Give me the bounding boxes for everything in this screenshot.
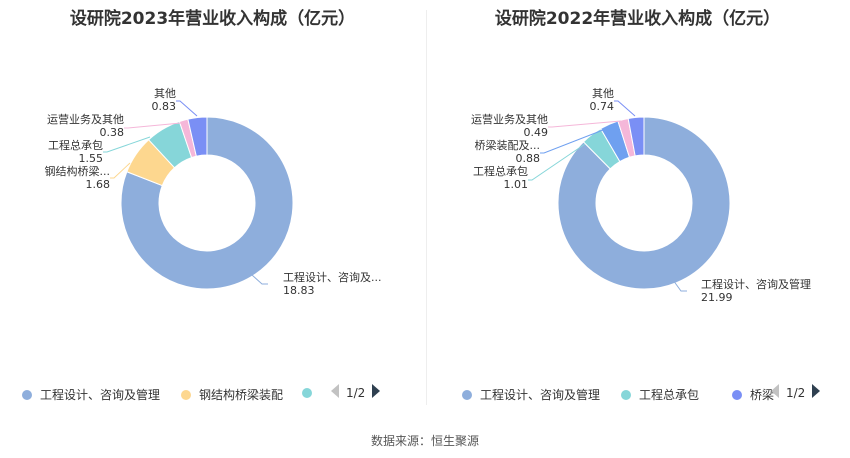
- label-leader-line: [124, 122, 182, 129]
- slice-label: 其他: [592, 87, 614, 100]
- legend-swatch: [22, 390, 32, 400]
- legend-pager: 1/2: [330, 384, 381, 401]
- next-page-arrow-icon[interactable]: [811, 384, 821, 401]
- slice-value-label: 1.55: [79, 152, 104, 165]
- label-leader-line: [672, 279, 687, 292]
- legend-2023: 工程设计、咨询及管理 钢结构桥梁装配 1/2: [0, 382, 425, 406]
- legend-page-indicator: 1/2: [346, 385, 366, 400]
- slice-value-label: 18.83: [283, 284, 315, 297]
- chart-title-2022: 设研院2022年营业收入构成（亿元）: [494, 9, 781, 29]
- label-leader-line: [110, 162, 131, 179]
- slice-label: 运营业务及其他: [471, 112, 548, 126]
- legend-swatch: [732, 390, 742, 400]
- slice-label: 运营业务及其他: [47, 112, 124, 126]
- legend-pager: 1/2: [770, 384, 821, 401]
- slice-label: 桥梁装配及...: [475, 138, 541, 152]
- slice-label: 工程总承包: [48, 138, 103, 152]
- data-source-note: 数据来源：恒生聚源: [370, 434, 479, 448]
- slice-value-label: 1.01: [504, 178, 529, 191]
- slice-value-label: 0.38: [100, 126, 125, 139]
- label-leader-line: [548, 120, 622, 128]
- legend-page-indicator: 1/2: [786, 385, 806, 400]
- pie-slice[interactable]: [187, 116, 208, 157]
- legend-item[interactable]: 钢结构桥梁装配: [181, 386, 283, 403]
- chart-panel-2023: 设研院2023年营业收入构成（亿元） 工程设计、咨询及... 18.83 钢结构桥梁…: [0, 0, 425, 420]
- slice-label: 工程设计、咨询及管理: [701, 277, 811, 291]
- slice-value-label: 21.99: [701, 291, 733, 304]
- legend-item[interactable]: [302, 386, 320, 400]
- slice-label: 其他: [154, 87, 176, 100]
- legend-swatch: [181, 390, 191, 400]
- label-leader-line: [614, 100, 636, 117]
- slice-value-label: 1.68: [86, 178, 111, 191]
- legend-label: 工程总承包: [639, 388, 700, 402]
- slice-value-label: 0.74: [590, 100, 615, 113]
- chart-title-2023: 设研院2023年营业收入构成（亿元）: [69, 9, 356, 29]
- prev-page-arrow-icon[interactable]: [330, 384, 340, 401]
- legend-item[interactable]: 桥梁: [732, 386, 774, 403]
- legend-label: 工程设计、咨询及管理: [40, 388, 161, 402]
- label-leader-line: [528, 143, 586, 181]
- legend-label: 钢结构桥梁装配: [199, 388, 284, 402]
- prev-page-arrow-icon[interactable]: [770, 384, 780, 401]
- legend-swatch: [621, 390, 631, 400]
- pie-slice[interactable]: [120, 116, 294, 290]
- panel-divider: [426, 10, 427, 405]
- label-leader-line: [176, 100, 198, 117]
- legend-item[interactable]: 工程设计、咨询及管理: [22, 386, 160, 403]
- legend-label: 工程设计、咨询及管理: [480, 388, 601, 402]
- slice-value-label: 0.83: [152, 100, 177, 113]
- legend-swatch: [302, 388, 312, 398]
- pie-slice[interactable]: [627, 116, 645, 157]
- chart-panel-2022: 设研院2022年营业收入构成（亿元） 工程设计、咨询及管理 21.99 工程总承包 1…: [425, 0, 850, 420]
- label-leader-line: [540, 129, 604, 154]
- slice-label: 工程设计、咨询及...: [283, 270, 382, 284]
- slice-value-label: 0.88: [516, 152, 541, 165]
- legend-item[interactable]: 工程总承包: [621, 386, 699, 403]
- label-leader-line: [251, 274, 268, 285]
- next-page-arrow-icon[interactable]: [371, 384, 381, 401]
- legend-swatch: [462, 390, 472, 400]
- legend-item[interactable]: 工程设计、咨询及管理: [462, 386, 600, 403]
- slice-label: 工程总承包: [473, 164, 528, 178]
- legend-2022: 工程设计、咨询及管理 工程总承包 桥梁 1/2: [425, 382, 850, 406]
- legend-label: 桥梁: [750, 388, 775, 402]
- slice-label: 钢结构桥梁...: [45, 164, 111, 178]
- label-leader-line: [103, 136, 151, 153]
- slice-value-label: 0.49: [524, 126, 549, 139]
